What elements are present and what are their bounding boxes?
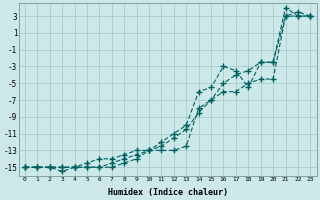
X-axis label: Humidex (Indice chaleur): Humidex (Indice chaleur) (108, 188, 228, 197)
